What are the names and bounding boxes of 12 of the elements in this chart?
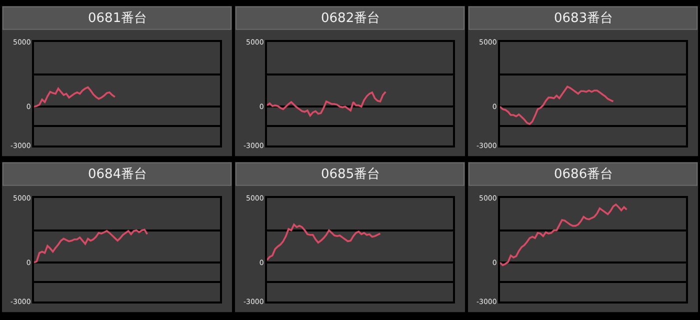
line-series bbox=[34, 86, 116, 108]
chart-title: 0686番台 bbox=[554, 167, 614, 182]
line-series bbox=[267, 90, 387, 117]
chart-title: 0685番台 bbox=[321, 167, 380, 182]
chart-title: 0683番台 bbox=[554, 11, 614, 26]
chart-title: 0684番台 bbox=[88, 167, 148, 182]
chart-title: 0681番台 bbox=[88, 11, 148, 26]
line-series bbox=[34, 228, 148, 264]
line-series bbox=[500, 86, 614, 125]
chart-title: 0682番台 bbox=[321, 11, 380, 26]
line-series bbox=[500, 204, 628, 266]
line-series bbox=[267, 224, 382, 261]
